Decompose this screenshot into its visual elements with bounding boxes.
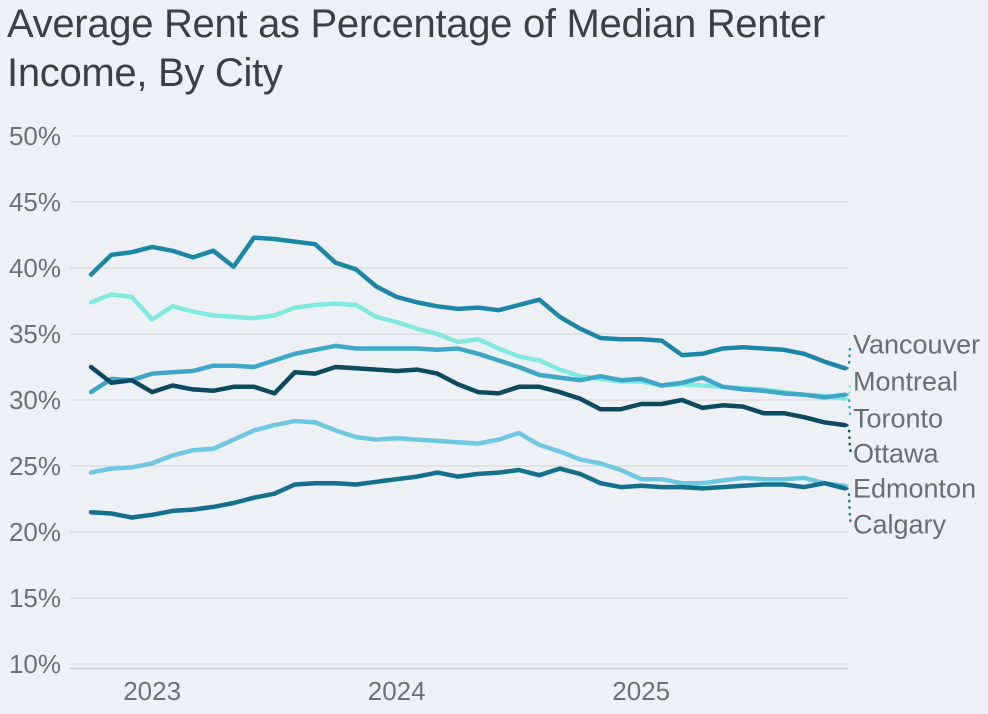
y-tick-label-15: 15%	[9, 583, 61, 613]
series-line-toronto	[88, 343, 848, 400]
series-line-ottawa	[88, 364, 848, 428]
x-tick-label-2024: 2024	[368, 676, 426, 706]
legend-label-toronto: Toronto	[853, 404, 943, 434]
y-tick-label-20: 20%	[9, 517, 61, 547]
legend-label-ottawa: Ottawa	[853, 439, 940, 469]
legend-label-montreal: Montreal	[853, 367, 958, 397]
chart-title-line-2: Income, By City	[7, 51, 283, 95]
y-tick-label-10: 10%	[9, 649, 61, 679]
leader-toronto	[845, 393, 854, 420]
series-line-edmonton	[88, 418, 848, 489]
legend-label-vancouver: Vancouver	[853, 330, 980, 360]
x-tick-label-2025: 2025	[612, 676, 670, 706]
leader-calgary	[845, 487, 854, 526]
chart-title: Average Rent as Percentage of Median Ren…	[7, 0, 825, 98]
chart-title-line-1: Average Rent as Percentage of Median Ren…	[7, 2, 825, 46]
leader-edmonton	[845, 484, 854, 490]
y-tick-label-30: 30%	[9, 385, 61, 415]
y-tick-label-35: 35%	[9, 319, 61, 349]
leader-montreal	[845, 379, 854, 400]
y-tick-label-25: 25%	[9, 451, 61, 481]
legend-label-edmonton: Edmonton	[853, 474, 976, 504]
y-tick-label-40: 40%	[9, 253, 61, 283]
x-tick-label-2023: 2023	[123, 676, 181, 706]
y-tick-label-45: 45%	[9, 187, 61, 217]
legend-label-calgary: Calgary	[853, 510, 947, 540]
y-tick-label-50: 50%	[9, 121, 61, 151]
leader-vancouver	[845, 342, 854, 370]
leader-ottawa	[845, 423, 854, 455]
series-line-calgary	[88, 466, 848, 520]
series-line-vancouver	[88, 235, 848, 371]
